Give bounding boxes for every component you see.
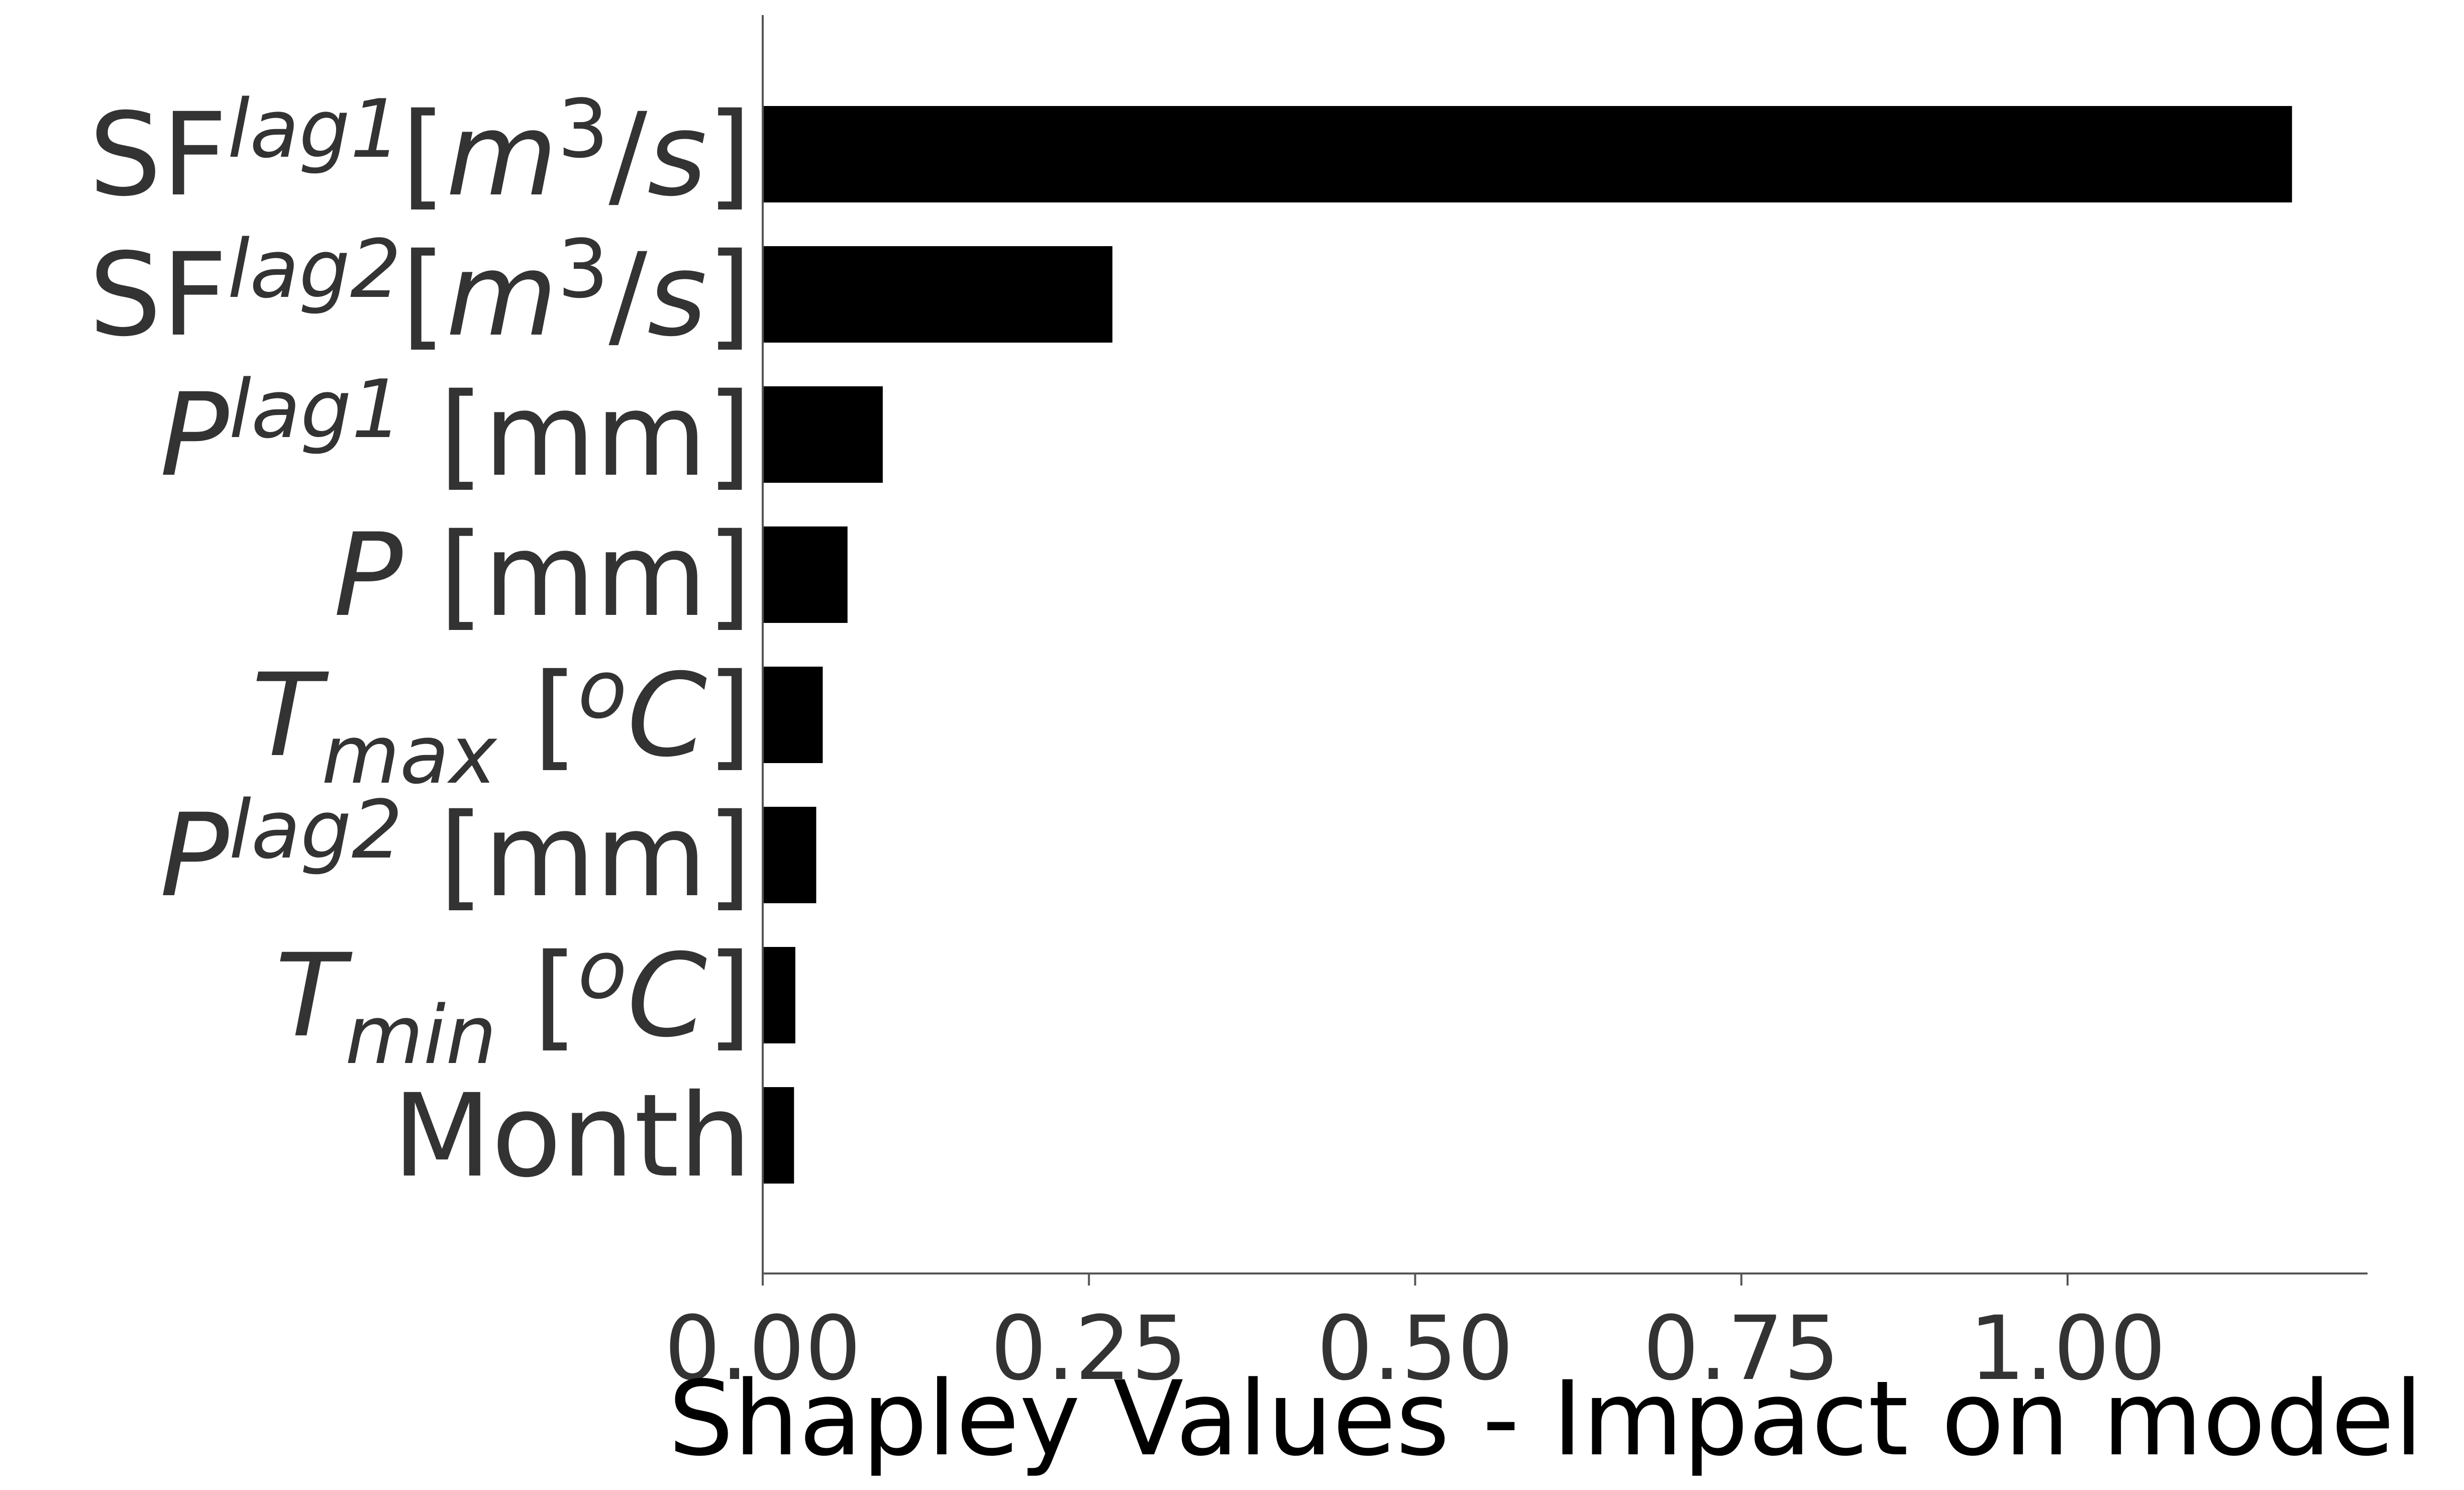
- x-tick-label-3: 0.75: [1643, 1297, 1840, 1400]
- x-tick-label-1: 0.25: [990, 1297, 1187, 1400]
- bar-6: [763, 947, 795, 1043]
- bar-1: [763, 246, 1112, 343]
- bar-3: [763, 526, 848, 623]
- bar-5: [763, 807, 816, 903]
- bars-layer: [763, 106, 2292, 1184]
- y-tick-label-4: Tmax [oC]: [252, 643, 752, 802]
- y-tick-label-5: Plag2 [mm]: [160, 783, 752, 922]
- y-tick-label-3: P [mm]: [334, 508, 752, 642]
- bar-2: [763, 386, 883, 483]
- axes-layer: [762, 15, 2368, 1274]
- y-tick-label-1: SFlag2[m3/s]: [89, 222, 752, 362]
- y-tick-label-7: Month: [392, 1069, 752, 1203]
- bar-4: [763, 667, 823, 763]
- y-tick-label-0: SFlag1[m3/s]: [89, 82, 752, 222]
- y-tick-labels: SFlag1[m3/s]SFlag2[m3/s]Plag1 [mm]P [mm]…: [89, 82, 752, 1203]
- y-tick-label-2: Plag1 [mm]: [160, 362, 752, 502]
- x-axis-label: Shapley Values - Impact on model: [668, 1359, 2423, 1479]
- x-tick-label-0: 0.00: [664, 1297, 861, 1400]
- y-tick-label-6: Tmin [oC]: [275, 923, 752, 1082]
- bar-7: [763, 1087, 794, 1184]
- bar-0: [763, 106, 2292, 202]
- x-tick-label-2: 0.50: [1317, 1297, 1514, 1400]
- x-tick-label-4: 1.00: [1969, 1297, 2166, 1400]
- x-tick-labels: 0.00 0.25 0.50 0.75 1.00: [664, 1273, 2166, 1400]
